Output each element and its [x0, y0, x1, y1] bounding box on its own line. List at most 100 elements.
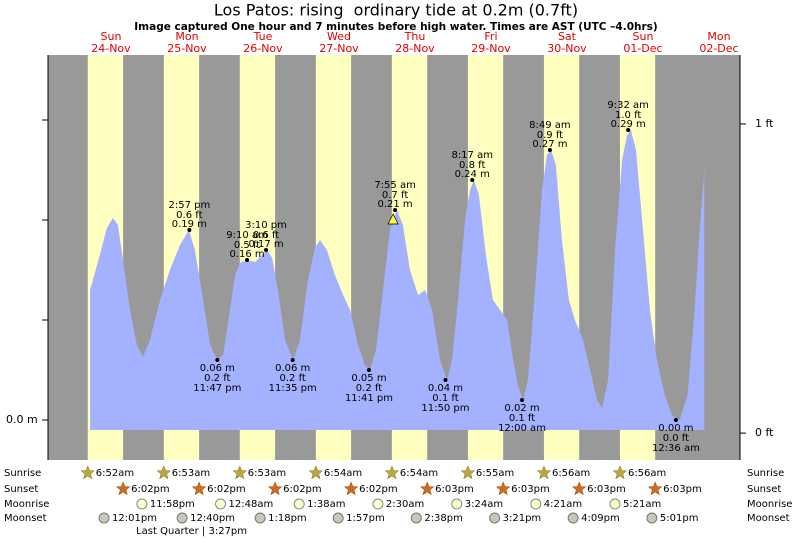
extreme-label: 9:10 am [226, 230, 268, 241]
moonset-time: 1:57pm [346, 513, 385, 524]
sunset-time: 6:02pm [283, 484, 322, 495]
sunrise-icon [536, 465, 552, 480]
extreme-label: 0.27 m [532, 139, 567, 150]
moonrise-time: 4:21am [544, 499, 582, 510]
extreme-label: 0.00 m [658, 423, 693, 434]
day-date: 02-Dec [699, 42, 738, 55]
sunset-time: 6:03pm [435, 484, 474, 495]
moonrise-icon [215, 498, 227, 510]
extreme-label: 0.8 ft [459, 160, 485, 171]
sunrise-time: 6:56am [628, 468, 666, 479]
extreme-label: 0.24 m [455, 169, 490, 180]
moonrise-time: 2:30am [386, 499, 424, 510]
moonset-time: 3:21pm [503, 513, 542, 524]
moonset-icon [410, 512, 422, 524]
moonrise-icon [451, 498, 463, 510]
now-marker [387, 213, 399, 225]
moonrise-time: 5:21am [623, 499, 661, 510]
sunset-time: 6:03pm [511, 484, 550, 495]
row-label: Moonset [747, 513, 790, 524]
extreme-label: 9:32 am [607, 100, 649, 111]
row-label: Sunrise [747, 468, 784, 479]
extreme-label: 11:35 pm [269, 383, 317, 394]
extreme-label: 0.5 ft [234, 240, 260, 251]
moonrise-icon [136, 498, 148, 510]
sunrise-icon [612, 465, 628, 480]
day-date: 25-Nov [167, 42, 207, 55]
sunset-icon [191, 481, 207, 496]
day-date: 01-Dec [623, 42, 662, 55]
sunset-time: 6:02pm [359, 484, 398, 495]
extreme-label: 8:17 am [451, 150, 493, 161]
extreme-label: 8:49 am [529, 120, 571, 131]
row-label: Moonrise [4, 499, 49, 510]
sunrise-icon [80, 465, 96, 480]
moonrise-icon [293, 498, 305, 510]
extreme-label: 0.2 ft [204, 373, 230, 384]
extreme-label: 0.2 ft [279, 373, 305, 384]
sunrise-time: 6:52am [96, 468, 134, 479]
extreme-label: 0.9 ft [537, 130, 563, 141]
sunset-icon [495, 481, 511, 496]
moonset-time: 1:18pm [268, 513, 307, 524]
chart-subtitle: Image captured One hour and 7 minutes be… [134, 21, 657, 33]
extreme-label: 7:55 am [374, 180, 416, 191]
row-label: Sunset [747, 484, 781, 495]
extreme-label: 0.1 ft [509, 413, 535, 424]
extreme-label: 11:47 pm [193, 383, 241, 394]
moonset-time: 5:01pm [660, 513, 699, 524]
sunset-icon [267, 481, 283, 496]
extreme-point [187, 228, 192, 232]
extreme-label: 12:00 am [498, 423, 546, 434]
sunrise-icon [308, 465, 324, 480]
day-date: 30-Nov [547, 42, 587, 55]
extreme-point [215, 358, 220, 362]
row-label: Sunrise [4, 468, 41, 479]
extreme-label: 11:41 pm [345, 393, 393, 404]
day-name: Mon [175, 30, 198, 43]
extreme-label: 0.21 m [377, 199, 412, 210]
day-date: 26-Nov [243, 42, 283, 55]
moonset-icon [332, 512, 344, 524]
extreme-label: 3:10 pm [245, 220, 287, 231]
sunset-icon [419, 481, 435, 496]
day-name: Sun [100, 30, 121, 43]
extreme-label: 0.6 ft [253, 230, 279, 241]
sunset-time: 6:03pm [587, 484, 626, 495]
extreme-label: 0.05 m [351, 373, 386, 384]
extreme-point [443, 378, 448, 382]
moonset-icon [567, 512, 579, 524]
day-name: Thu [404, 30, 426, 43]
sunrise-icon [156, 465, 172, 480]
extreme-label: 0.02 m [504, 403, 539, 414]
moonrise-icon [530, 498, 542, 510]
moonset-time: 4:09pm [581, 513, 620, 524]
sunset-time: 6:02pm [131, 484, 170, 495]
sunset-time: 6:02pm [207, 484, 246, 495]
day-date: 29-Nov [471, 42, 511, 55]
day-name: Tue [253, 30, 273, 43]
extreme-label: 0.2 ft [356, 383, 382, 394]
sunset-time: 6:03pm [663, 484, 702, 495]
extreme-label: 0.7 ft [382, 190, 408, 201]
sunrise-icon [384, 465, 400, 480]
extreme-point [393, 208, 398, 212]
extreme-label: 0.17 m [248, 239, 283, 250]
day-date: 24-Nov [91, 42, 131, 55]
moonset-icon [254, 512, 266, 524]
moonrise-time: 12:48am [229, 499, 274, 510]
labels: Sun24-NovMon25-NovTue26-NovWed27-NovThu2… [4, 30, 792, 537]
day-name: Fri [484, 30, 497, 43]
sunrise-time: 6:53am [172, 468, 210, 479]
extreme-point [520, 398, 525, 402]
extreme-point [366, 368, 371, 372]
y2-tick-label: 1 ft [755, 117, 774, 130]
extreme-label: 0.16 m [229, 249, 264, 260]
extreme-label: 12:36 am [652, 443, 700, 454]
sunset-icon [647, 481, 663, 496]
sunrise-icon [232, 465, 248, 480]
row-label: Sunset [4, 484, 38, 495]
moonset-icon [646, 512, 658, 524]
day-name: Wed [327, 30, 351, 43]
sunrise-time: 6:54am [400, 468, 438, 479]
